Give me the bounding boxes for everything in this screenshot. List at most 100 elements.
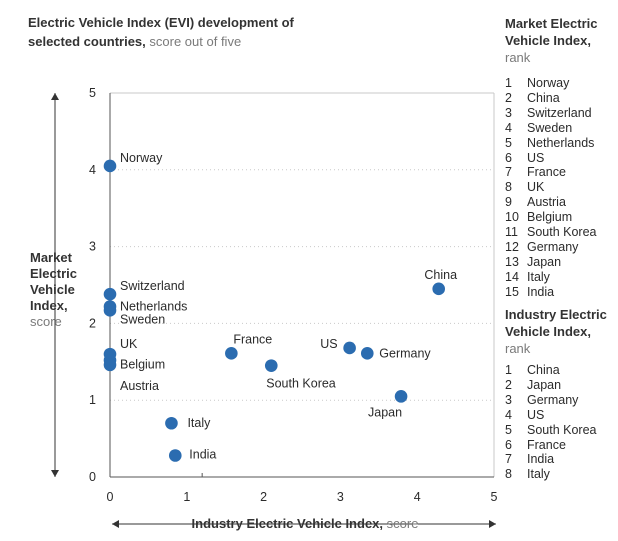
industry-rank-rank-number: 6 [505, 437, 512, 452]
market-rank-item: 10 Belgium [505, 210, 615, 225]
data-point [432, 282, 446, 296]
industry-rank-country: China [527, 363, 560, 377]
market-rank-rank-number: 14 [505, 269, 519, 284]
point-label: China [424, 268, 457, 282]
market-rank-country: China [527, 90, 560, 105]
market-rank-rank-number: 9 [505, 195, 512, 210]
market-rank-country: France [527, 165, 566, 180]
market-rank-item: 15 India [505, 285, 615, 300]
data-point [168, 449, 182, 462]
point-label: Austria [120, 379, 159, 393]
point-label: Italy [187, 416, 211, 430]
point-label: Belgium [120, 357, 165, 371]
industry-rank-rank-number: 2 [505, 377, 512, 392]
y-tick-label: 0 [89, 470, 96, 484]
y-tick-label: 4 [89, 163, 96, 177]
market-rank-country: Switzerland [527, 105, 592, 120]
x-axis-label: Industry Electric Vehicle Index, score [120, 516, 490, 531]
point-label: Switzerland [120, 279, 185, 293]
market-rank-rank-number: 6 [505, 150, 512, 165]
axes [51, 92, 496, 528]
market-rank-country: Austria [527, 195, 566, 210]
x-tick-label: 2 [260, 490, 267, 504]
industry-rank-heading: Industry Electric Vehicle Index, rank [505, 306, 615, 357]
tick-labels: 0 1 2 3 4 5 0 1 2 3 4 5 [89, 86, 497, 504]
data-point [360, 347, 374, 360]
market-rank-subtitle: rank [505, 50, 531, 65]
left-arrow-icon [112, 520, 119, 528]
data-point [225, 347, 238, 360]
market-rank-country: US [527, 150, 545, 165]
industry-rank-rank-number: 4 [505, 407, 512, 422]
x-tick-label: 5 [491, 490, 498, 504]
market-rank-rank-number: 3 [505, 105, 512, 120]
industry-rank-item: 1 China [505, 363, 615, 378]
industry-rank-item: 6 France [505, 438, 615, 453]
market-rank-rank-number: 2 [505, 90, 512, 105]
y-axis-label: Market Electric Vehicle Index, score [30, 250, 110, 330]
market-rank-country: Japan [527, 254, 562, 269]
market-rank-item: 8 UK [505, 180, 615, 195]
market-rank-rank-number: 10 [505, 210, 519, 225]
industry-rank-item: 8 Italy [505, 467, 615, 482]
data-points [103, 159, 446, 462]
industry-rank-country: Germany [527, 392, 579, 407]
y-axis-label-unit: score [30, 314, 62, 329]
industry-rank-country: France [527, 437, 566, 452]
market-rank-item: 12 Germany [505, 240, 615, 255]
point-label: South Korea [266, 377, 336, 391]
chart-title: Electric Vehicle Index (EVI) development… [28, 13, 328, 51]
industry-rank-country: US [527, 407, 545, 422]
market-rank-rank-number: 15 [505, 284, 519, 299]
industry-rank-subtitle: rank [505, 341, 531, 356]
point-label: Japan [368, 405, 402, 419]
market-rank-item: 6 US [505, 151, 615, 166]
market-rank-item: 4 Sweden [505, 121, 615, 136]
market-rank-heading: Market Electric Vehicle Index, rank [505, 15, 615, 66]
industry-rank-item: 2 Japan [505, 378, 615, 393]
market-rank-country: Sweden [527, 120, 573, 135]
market-rank-item: 1 Norway [505, 76, 615, 91]
x-axis-label-bold: Industry Electric Vehicle Index, [191, 516, 384, 531]
point-label: India [189, 447, 216, 461]
chart-title-rest: score out of five [149, 34, 242, 49]
market-rank-country: South Korea [527, 225, 597, 240]
market-rank-item: 14 Italy [505, 270, 615, 285]
market-rank-rank-number: 7 [505, 165, 512, 180]
data-point [103, 358, 117, 372]
data-point [103, 287, 117, 301]
market-rank-country: Norway [527, 76, 570, 90]
right-arrow-icon [489, 520, 496, 528]
market-rank-rank-number: 4 [505, 120, 512, 135]
industry-rank-country: Japan [527, 377, 562, 392]
x-axis-label-unit: score [386, 516, 419, 531]
market-rank-country: Netherlands [527, 135, 595, 150]
data-point [264, 359, 278, 372]
industry-rank-country: India [527, 452, 555, 467]
x-tick-label: 3 [337, 490, 344, 504]
market-rank-rank-number: 13 [505, 254, 519, 269]
market-rank-country: India [527, 284, 555, 299]
market-rank-item: 2 China [505, 91, 615, 106]
market-rank-country: Belgium [527, 210, 573, 225]
market-rank-item: 5 Netherlands [505, 136, 615, 151]
industry-rank-title: Industry Electric Vehicle Index, [505, 307, 607, 339]
market-rank-item: 9 Austria [505, 195, 615, 210]
market-rank-rank-number: 8 [505, 180, 512, 195]
point-label: Netherlands [120, 300, 187, 314]
industry-rank-country: South Korea [527, 422, 597, 437]
point-label: France [233, 332, 272, 346]
point-label: Norway [120, 151, 163, 165]
data-point [165, 416, 178, 430]
data-point [103, 304, 117, 317]
x-tick-label: 1 [183, 490, 190, 504]
data-point [394, 390, 408, 403]
up-arrow-icon [51, 93, 59, 100]
industry-rank-item: 3 Germany [505, 393, 615, 408]
industry-rank-rank-number: 5 [505, 422, 512, 437]
industry-rank-rank-number: 3 [505, 392, 512, 407]
point-label: Germany [379, 346, 431, 360]
market-rank-item: 11 South Korea [505, 225, 615, 240]
industry-rank-rank-number: 8 [505, 467, 512, 482]
